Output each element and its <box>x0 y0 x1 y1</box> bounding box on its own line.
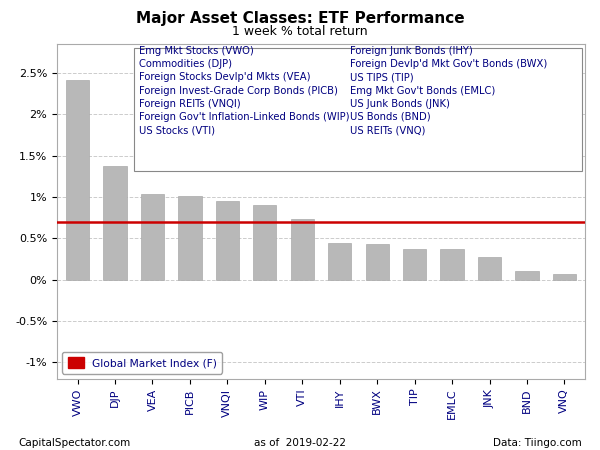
Bar <box>515 271 539 280</box>
FancyBboxPatch shape <box>134 48 583 171</box>
Bar <box>66 80 89 280</box>
Bar <box>365 244 389 280</box>
Bar <box>478 256 501 280</box>
Text: Major Asset Classes: ETF Performance: Major Asset Classes: ETF Performance <box>136 11 464 26</box>
Bar <box>216 201 239 280</box>
Bar <box>141 194 164 280</box>
Bar <box>328 243 352 280</box>
Text: Data: Tiingo.com: Data: Tiingo.com <box>493 438 582 448</box>
Bar <box>103 166 127 280</box>
Text: Foreign Junk Bonds (IHY)
Foreign Devlp'd Mkt Gov't Bonds (BWX)
US TIPS (TIP)
Emg: Foreign Junk Bonds (IHY) Foreign Devlp'd… <box>350 46 547 135</box>
Bar <box>290 220 314 280</box>
Text: CapitalSpectator.com: CapitalSpectator.com <box>18 438 130 448</box>
Bar <box>253 205 277 280</box>
Text: 1 week % total return: 1 week % total return <box>232 25 368 38</box>
Bar <box>440 249 464 280</box>
Bar <box>553 274 576 280</box>
Bar <box>403 249 426 280</box>
Bar <box>178 196 202 280</box>
Legend: Global Market Index (F): Global Market Index (F) <box>62 352 223 374</box>
Text: as of  2019-02-22: as of 2019-02-22 <box>254 438 346 448</box>
Text: Emg Mkt Stocks (VWO)
Commodities (DJP)
Foreign Stocks Devlp'd Mkts (VEA)
Foreign: Emg Mkt Stocks (VWO) Commodities (DJP) F… <box>139 46 349 135</box>
